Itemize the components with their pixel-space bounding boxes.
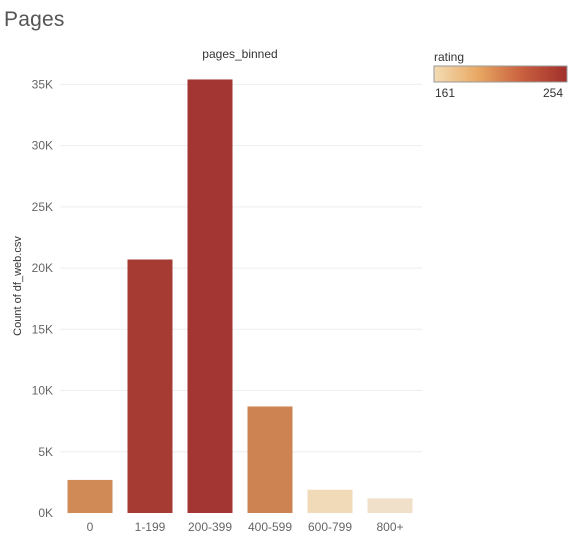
legend-max-label: 254 xyxy=(543,86,564,100)
x-tick-label: 1-199 xyxy=(135,520,166,534)
y-tick-label: 35K xyxy=(32,77,53,91)
y-tick-label: 10K xyxy=(32,384,53,398)
y-tick-label: 30K xyxy=(32,139,53,153)
page-title: Pages xyxy=(4,8,65,31)
y-tick-label: 0K xyxy=(38,506,53,520)
y-tick-label: 20K xyxy=(32,261,53,275)
x-tick-label: 800+ xyxy=(376,520,403,534)
legend-title: rating xyxy=(434,50,465,64)
bar-400-599[interactable] xyxy=(247,406,293,513)
legend-color-ramp[interactable] xyxy=(433,65,568,83)
gridlines xyxy=(60,83,422,453)
x-axis-ticks: 0 1-199 200-399 400-599 600-799 800+ xyxy=(87,520,404,534)
chart-title: pages_binned xyxy=(202,47,277,61)
bar-0[interactable] xyxy=(67,479,113,513)
x-tick-label: 200-399 xyxy=(188,520,232,534)
y-axis-ticks: 0K 5K 10K 15K 20K 25K 30K 35K xyxy=(32,77,53,520)
bar-800+[interactable] xyxy=(367,498,413,513)
x-tick-label: 600-799 xyxy=(308,520,352,534)
x-tick-label: 400-599 xyxy=(248,520,292,534)
bar-600-799[interactable] xyxy=(307,489,353,513)
bar-1-199[interactable] xyxy=(127,259,173,513)
y-tick-label: 15K xyxy=(32,322,53,336)
y-tick-label: 5K xyxy=(38,445,53,459)
x-tick-label: 0 xyxy=(87,520,94,534)
legend-min-label: 161 xyxy=(435,86,456,100)
bars xyxy=(67,79,413,514)
bar-200-399[interactable] xyxy=(187,79,233,514)
y-axis-label: Count of df_web.csv xyxy=(12,236,24,336)
y-tick-label: 25K xyxy=(32,200,53,214)
